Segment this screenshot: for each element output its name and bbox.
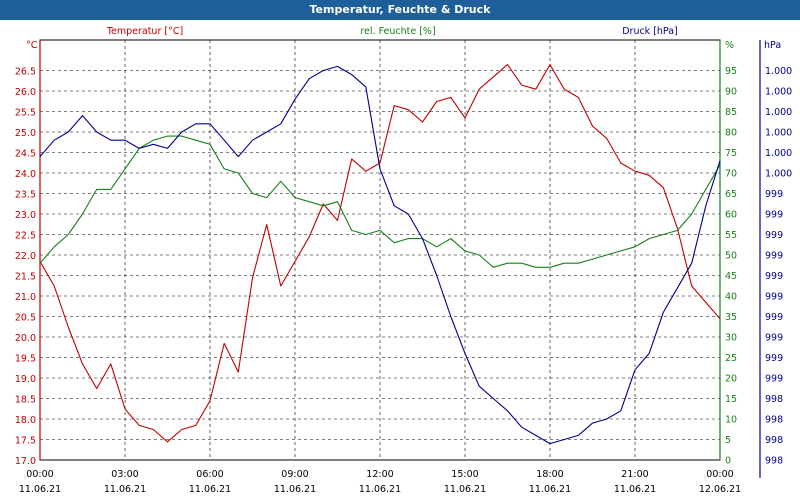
temperature-series xyxy=(39,64,721,443)
x-tick-date: 11.06.21 xyxy=(104,484,146,495)
humidity-tick-label: 95 xyxy=(725,66,737,77)
x-tick-time: 00:00 xyxy=(26,469,53,480)
humidity-tick-label: 50 xyxy=(725,251,737,262)
x-tick-time: 12:00 xyxy=(366,469,393,480)
temperature-tick-label: 20.5 xyxy=(15,313,36,324)
humidity-axis-label: rel. Feuchte [%] xyxy=(360,26,435,37)
temperature-tick-label: 25.5 xyxy=(15,108,36,119)
pressure-tick-label: 999 xyxy=(765,374,783,385)
temperature-axis-label: Temperatur [°C] xyxy=(106,26,183,37)
pressure-tick-label: 1.000 xyxy=(765,107,792,118)
tick-labels: 17.0 17.5 18.0 18.5 19.0 19.5 20.0 20.5 21.0 21.5… xyxy=(15,66,792,495)
temperature-tick-label: 24.5 xyxy=(15,149,36,160)
humidity-tick-label: 65 xyxy=(725,189,737,200)
temperature-tick-label: 24.0 xyxy=(15,169,36,180)
temperature-tick-label: 17.5 xyxy=(15,436,36,447)
humidity-tick-label: 90 xyxy=(725,87,737,98)
humidity-series xyxy=(39,135,721,268)
grid xyxy=(39,40,721,461)
temperature-tick-label: 21.5 xyxy=(15,272,36,283)
x-tick-date: 11.06.21 xyxy=(444,484,486,495)
x-tick-date: 11.06.21 xyxy=(529,484,571,495)
axes xyxy=(39,39,761,478)
temperature-tick-label: 22.5 xyxy=(15,231,36,242)
humidity-tick-label: 55 xyxy=(725,230,737,241)
humidity-tick-label: 75 xyxy=(725,148,737,159)
temperature-unit-label: °C xyxy=(26,40,38,51)
pressure-tick-label: 999 xyxy=(765,312,783,323)
pressure-tick-label: 1.000 xyxy=(765,148,792,159)
temperature-tick-label: 26.0 xyxy=(15,87,36,98)
x-tick-time: 00:00 xyxy=(706,469,733,480)
x-tick-time: 09:00 xyxy=(281,469,308,480)
temperature-tick-label: 21.0 xyxy=(15,292,36,303)
pressure-tick-label: 998 xyxy=(765,394,783,405)
pressure-tick-label: 1.000 xyxy=(765,128,792,139)
x-tick-date: 11.06.21 xyxy=(614,484,656,495)
pressure-tick-label: 1.000 xyxy=(765,87,792,98)
series-lines xyxy=(39,64,721,445)
pressure-tick-label: 999 xyxy=(765,353,783,364)
humidity-tick-label: 15 xyxy=(725,394,737,405)
x-tick-date: 11.06.21 xyxy=(189,484,231,495)
pressure-tick-label: 999 xyxy=(765,189,783,200)
x-tick-time: 18:00 xyxy=(536,469,563,480)
x-tick-date: 11.06.21 xyxy=(274,484,316,495)
temperature-tick-label: 18.5 xyxy=(15,395,36,406)
temperature-tick-label: 22.0 xyxy=(15,251,36,262)
humidity-tick-label: 10 xyxy=(725,415,737,426)
humidity-tick-label: 5 xyxy=(725,435,731,446)
pressure-tick-label: 999 xyxy=(765,251,783,262)
temperature-tick-label: 17.0 xyxy=(15,456,36,467)
pressure-tick-label: 999 xyxy=(765,230,783,241)
x-tick-time: 06:00 xyxy=(196,469,223,480)
pressure-tick-label: 998 xyxy=(765,415,783,426)
humidity-tick-label: 80 xyxy=(725,128,737,139)
temperature-tick-label: 23.0 xyxy=(15,210,36,221)
x-tick-time: 15:00 xyxy=(451,469,478,480)
humidity-tick-label: 85 xyxy=(725,107,737,118)
pressure-series xyxy=(39,65,721,445)
chart-title: Temperatur, Feuchte & Druck xyxy=(0,0,800,20)
x-tick-date: 11.06.21 xyxy=(359,484,401,495)
humidity-tick-label: 25 xyxy=(725,353,737,364)
humidity-tick-label: 30 xyxy=(725,333,737,344)
temperature-tick-label: 26.5 xyxy=(15,67,36,78)
x-tick-time: 21:00 xyxy=(621,469,648,480)
pressure-tick-label: 999 xyxy=(765,292,783,303)
x-tick-time: 03:00 xyxy=(111,469,138,480)
pressure-tick-label: 999 xyxy=(765,210,783,221)
humidity-tick-label: 45 xyxy=(725,271,737,282)
humidity-tick-label: 40 xyxy=(725,292,737,303)
temperature-tick-label: 18.0 xyxy=(15,415,36,426)
pressure-tick-label: 1.000 xyxy=(765,66,792,77)
pressure-tick-label: 999 xyxy=(765,333,783,344)
weather-chart: 17.0 17.5 18.0 18.5 19.0 19.5 20.0 20.5 21.0 21.5… xyxy=(15,26,792,495)
temperature-tick-label: 20.0 xyxy=(15,333,36,344)
humidity-tick-label: 60 xyxy=(725,210,737,221)
temperature-tick-label: 19.5 xyxy=(15,354,36,365)
humidity-tick-label: 70 xyxy=(725,169,737,180)
pressure-tick-label: 998 xyxy=(765,435,783,446)
pressure-axis-label: Druck [hPa] xyxy=(622,26,678,37)
humidity-tick-label: 0 xyxy=(725,456,731,467)
temperature-tick-label: 25.0 xyxy=(15,128,36,139)
x-tick-date: 11.06.21 xyxy=(19,484,61,495)
humidity-tick-label: 35 xyxy=(725,312,737,323)
pressure-unit-label: hPa xyxy=(764,40,781,51)
humidity-unit-label: % xyxy=(725,40,734,51)
humidity-tick-label: 20 xyxy=(725,374,737,385)
temperature-tick-label: 19.0 xyxy=(15,374,36,385)
temperature-tick-label: 23.5 xyxy=(15,190,36,201)
pressure-tick-label: 998 xyxy=(765,456,783,467)
pressure-tick-label: 999 xyxy=(765,271,783,282)
x-tick-date: 12.06.21 xyxy=(699,484,741,495)
pressure-tick-label: 1.000 xyxy=(765,169,792,180)
